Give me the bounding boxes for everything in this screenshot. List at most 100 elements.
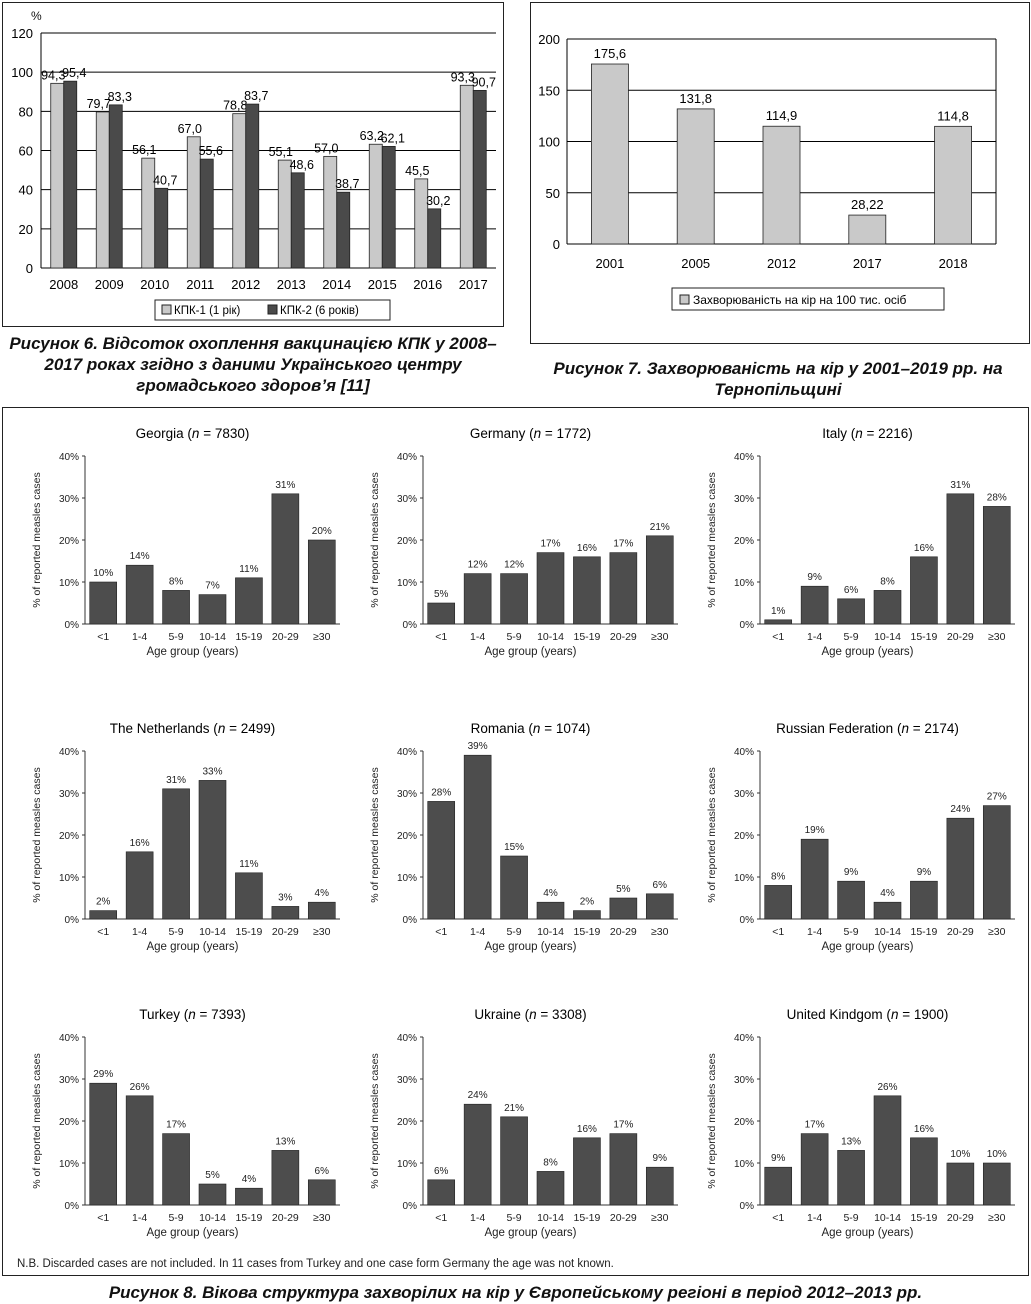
fig8-bar — [764, 885, 793, 920]
fig6-legend-swatch-1 — [161, 304, 172, 315]
fig6-y-tick: 60 — [19, 144, 33, 159]
fig8-y-tick: 0% — [403, 620, 418, 631]
fig8-x-tick: ≥30 — [988, 631, 1006, 643]
fig8-x-tick: <1 — [435, 926, 447, 938]
fig8-data-label: 16% — [577, 1124, 597, 1135]
fig8-data-label: 13% — [275, 1136, 295, 1147]
fig8-bar — [800, 1133, 829, 1206]
fig8-y-tick: 0% — [740, 1201, 755, 1212]
fig8-y-tick: 20% — [734, 1117, 754, 1128]
fig8-panel-georgia: Georgia (n = 7830) 0% 10% 20% 30% 40% % of rep… — [31, 426, 340, 658]
fig8-y-tick: 40% — [59, 452, 79, 463]
fig7-bar — [762, 125, 801, 245]
fig8-bar — [573, 556, 601, 625]
fig8-bar — [162, 1133, 190, 1206]
fig8-bar — [946, 1162, 975, 1206]
fig8-x-tick: ≥30 — [651, 631, 669, 643]
fig6-y-tick: 120 — [11, 26, 33, 41]
fig8-data-label: 16% — [130, 838, 150, 849]
fig8-data-label: 1% — [771, 606, 786, 617]
fig8-caption: Рисунок 8. Вікова структура захворілих н… — [108, 1283, 923, 1302]
fig8-y-tick: 0% — [65, 620, 80, 631]
fig8-data-label: 5% — [434, 589, 449, 600]
fig7-caption: Рисунок 7. Захворюваність на кір у 2001–… — [553, 359, 1003, 399]
fig8-panel-united-kindgom: United Kindgom (n = 1900) 0% 10% 20% 30% 40%%… — [706, 1007, 1015, 1239]
fig8-bar — [764, 1166, 793, 1206]
fig8-y-tick: 10% — [734, 578, 754, 589]
fig8-data-label: 9% — [844, 867, 859, 878]
fig6-data-label: 30,2 — [426, 194, 450, 208]
fig6-data-label: 40,7 — [153, 173, 177, 187]
fig8-y-tick: 20% — [59, 1117, 79, 1128]
fig8-bar — [837, 1150, 865, 1206]
fig8-panel-title: Russian Federation (n = 2174) — [776, 721, 959, 736]
fig8-chart-grid: Georgia (n = 7830) 0% 10% 20% 30% 40% % of rep… — [31, 426, 1015, 1239]
fig6-bar-1 — [232, 113, 247, 269]
fig6-bar-1 — [50, 82, 65, 269]
fig8-x-tick: ≥30 — [313, 926, 331, 938]
fig6-data-label: 63,2 — [360, 129, 384, 143]
fig8-bar — [307, 539, 336, 625]
fig8-bar — [235, 1187, 263, 1206]
fig8-x-label: Age group (years) — [146, 941, 238, 953]
fig6-data-label: 55,6 — [199, 144, 223, 158]
fig8-panel-title: Turkey (n = 7393) — [139, 1007, 245, 1022]
fig8-x-tick: 1-4 — [132, 926, 147, 938]
fig8-y-tick: 30% — [59, 789, 79, 800]
fig8-x-tick: <1 — [435, 1212, 447, 1224]
fig6-data-label: 56,1 — [132, 143, 156, 157]
fig8-data-label: 13% — [841, 1136, 861, 1147]
fig8-y-tick: 30% — [397, 1075, 417, 1086]
fig8-x-label: Age group (years) — [146, 646, 238, 658]
fig8-bar — [463, 1103, 492, 1206]
fig7-legend-swatch — [679, 294, 690, 305]
fig8-bar — [982, 805, 1011, 920]
fig8-x-tick: 10-14 — [199, 926, 226, 938]
fig8-bar — [500, 1116, 528, 1206]
fig6-data-label: 38,7 — [335, 177, 359, 191]
fig8-panel-title: Georgia (n = 7830) — [136, 426, 250, 441]
fig8-y-label: % of reported measles cases — [31, 767, 43, 902]
fig8-x-tick: 15-19 — [235, 1212, 262, 1224]
fig6-bar-2 — [63, 80, 78, 269]
fig8-x-tick: 10-14 — [874, 1212, 901, 1224]
fig8-y-label: % of reported measles cases — [706, 767, 718, 902]
fig8-data-label: 27% — [987, 792, 1007, 803]
fig8-x-label: Age group (years) — [484, 941, 576, 953]
fig7-y-tick: 100 — [538, 135, 560, 150]
fig6-data-label: 57,0 — [314, 141, 338, 155]
fig8-bar — [946, 817, 975, 920]
fig8-y-label: % of reported measles cases — [31, 1053, 43, 1188]
fig8-bar — [427, 1179, 456, 1206]
fig8-y-tick: 20% — [397, 536, 417, 547]
fig8-data-label: 4% — [315, 888, 330, 899]
fig8-data-label: 11% — [239, 859, 258, 870]
fig7-legend-label: Захворюваність на кір на 100 тис. осіб — [693, 293, 907, 307]
fig8-x-tick: ≥30 — [988, 926, 1006, 938]
fig8-bar — [982, 1162, 1011, 1206]
fig8-bar — [609, 1133, 638, 1206]
fig8-y-tick: 40% — [734, 1033, 754, 1044]
fig8-data-label: 6% — [844, 585, 859, 596]
fig8-x-tick: 5-9 — [843, 631, 858, 643]
fig8-bar — [946, 493, 975, 625]
fig8-note: N.B. Discarded cases are not included. I… — [17, 1258, 614, 1270]
fig8-data-label: 4% — [880, 888, 895, 899]
fig8-bar — [800, 838, 829, 920]
fig8-y-tick: 10% — [397, 578, 417, 589]
fig8-x-tick: 5-9 — [506, 926, 521, 938]
fig8-y-tick: 40% — [397, 452, 417, 463]
fig8-bar — [982, 506, 1011, 625]
fig8-bar — [609, 552, 638, 625]
fig8-data-label: 2% — [580, 897, 595, 908]
fig7-chart: 0 50 100 150 200 175,6 2001 131,8 2005 114,9 2012 2… — [538, 32, 997, 311]
fig8-x-tick: 10-14 — [199, 631, 226, 643]
fig8-x-tick: ≥30 — [313, 1212, 331, 1224]
fig8-data-label: 17% — [166, 1120, 186, 1131]
fig8-bar — [573, 1137, 601, 1206]
fig8-y-tick: 40% — [397, 1033, 417, 1044]
fig8-x-tick: 20-29 — [610, 631, 637, 643]
fig7-bar — [591, 63, 629, 245]
fig8-x-tick: 1-4 — [470, 926, 485, 938]
fig6-x-tick: 2015 — [368, 277, 397, 292]
